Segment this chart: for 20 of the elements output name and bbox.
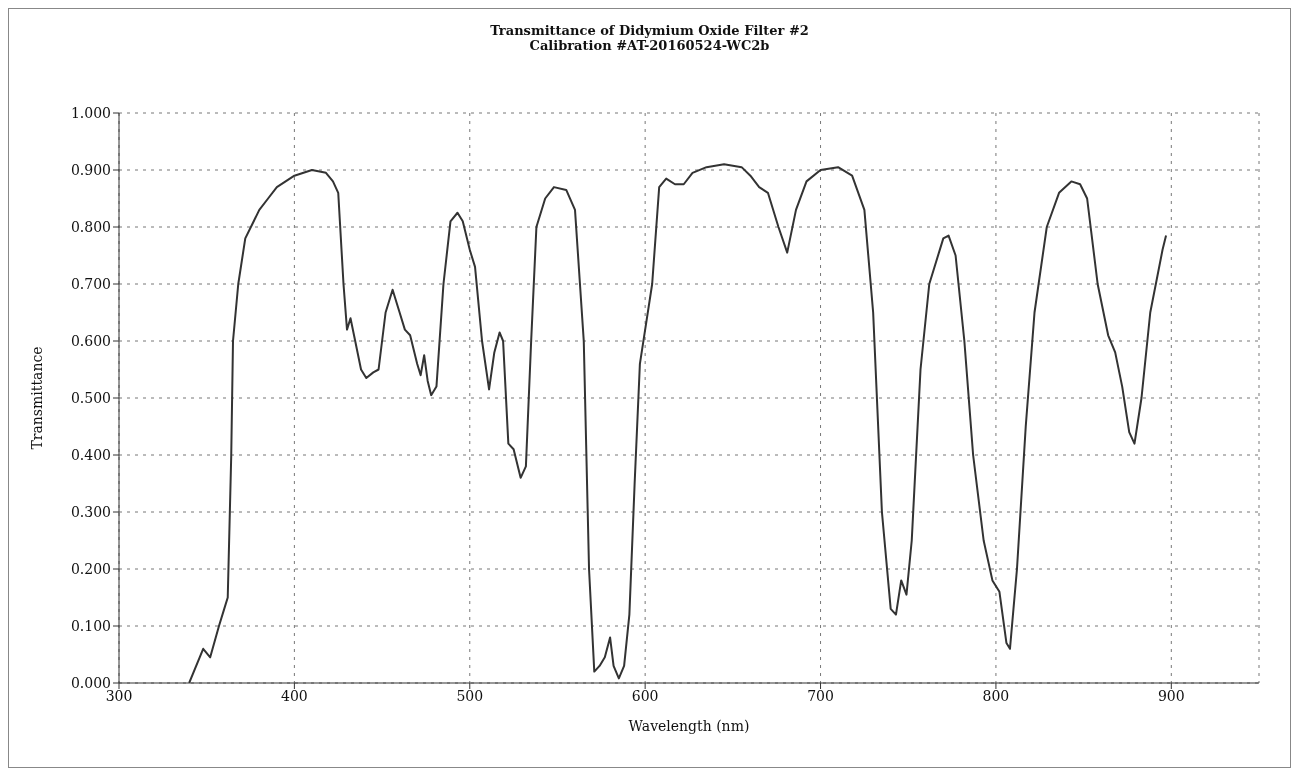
y-tick-label: 0.100 — [70, 617, 111, 634]
chart-title: Transmittance of Didymium Oxide Filter #2 — [489, 23, 810, 38]
chart-subtitle: Calibration #AT-20160524-WC2b — [528, 38, 771, 53]
y-tick-label: 0.500 — [70, 389, 111, 406]
x-tick-label: 900 — [1157, 687, 1185, 704]
y-tick-label: 0.300 — [70, 503, 111, 520]
x-tick-label: 800 — [982, 687, 1010, 704]
x-tick-label: 600 — [631, 687, 659, 704]
y-axis-title: Transmittance — [28, 346, 45, 450]
y-tick-label: 0.600 — [70, 332, 111, 349]
x-tick-label: 700 — [807, 687, 834, 704]
y-tick-label: 0.200 — [70, 560, 111, 577]
x-tick-label: 400 — [281, 687, 308, 704]
y-tick-label: 0.800 — [70, 218, 111, 235]
x-axis-title: Wavelength (nm) — [628, 718, 750, 734]
y-tick-label: 0.700 — [70, 275, 111, 292]
x-tick-label: 500 — [456, 687, 484, 704]
y-tick-label: 1.000 — [70, 104, 111, 121]
y-tick-label: 0.900 — [70, 161, 111, 178]
y-tick-label: 0.400 — [70, 446, 111, 463]
